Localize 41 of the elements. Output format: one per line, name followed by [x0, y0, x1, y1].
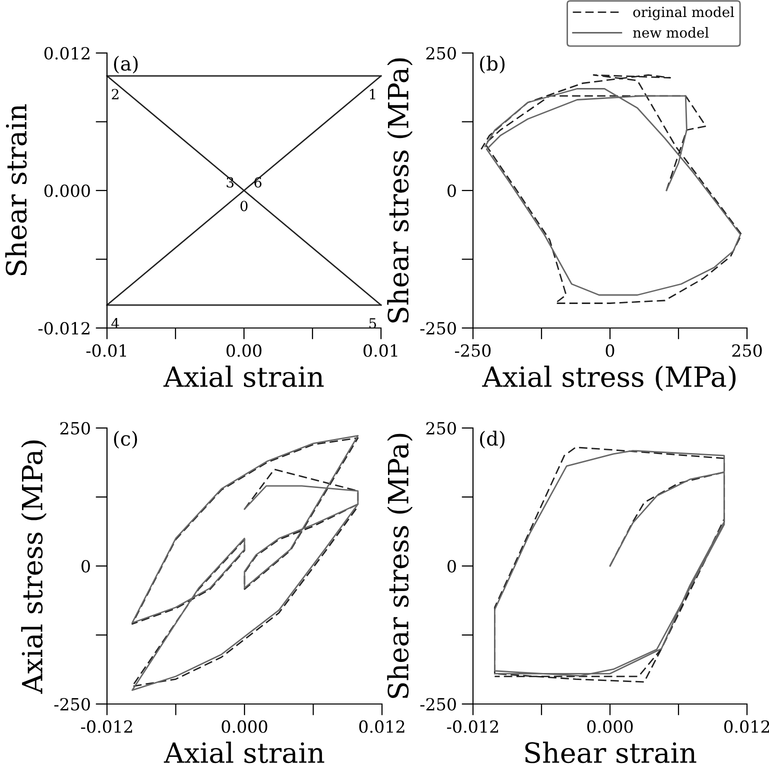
x-axis-title: Axial strain [163, 366, 324, 388]
annotation: (b) [480, 56, 505, 74]
x-tick-label: 0 [606, 344, 614, 357]
x-tick-label: 0.000 [587, 720, 633, 733]
y-tick-label: 0.012 [44, 46, 90, 60]
y-tick-label: 0 [448, 560, 456, 573]
y-tick-label: 250 [426, 422, 456, 435]
y-axis-title: Shear strain [5, 104, 27, 276]
annotation: 3 [226, 177, 234, 188]
x-tick-label: 0.01 [364, 344, 398, 357]
y-axis-title: Shear stress (MPa) [387, 58, 413, 322]
x-tick-label: 0.012 [724, 720, 769, 733]
x-axis-title: Shear strain [525, 742, 696, 764]
y-tick-label: -250 [420, 322, 456, 335]
y-tick-label: -250 [420, 698, 456, 711]
legend-label: new model [633, 27, 709, 38]
y-tick-label: 250 [426, 46, 456, 60]
y-tick-label: 250 [60, 422, 90, 435]
x-tick-label: 250 [732, 344, 762, 357]
y-tick-label: 0 [448, 184, 456, 198]
x-tick-label: -0.012 [81, 720, 132, 733]
x-tick-label: -0.01 [86, 344, 126, 357]
x-tick-label: 0.000 [222, 720, 268, 733]
annotation: 0 [240, 200, 248, 212]
annotation: (d) [480, 430, 505, 449]
annotation: 1 [370, 88, 376, 100]
annotation: 6 [254, 177, 262, 188]
y-tick-label: -0.012 [38, 322, 90, 335]
y-tick-label: 0.000 [44, 184, 90, 198]
x-axis-title: Axial strain [164, 742, 324, 764]
y-tick-label: 0 [82, 560, 90, 573]
x-tick-label: 0.00 [226, 344, 262, 357]
y-axis-title: Shear stress (MPa) [387, 434, 413, 698]
legend-label: original model [633, 6, 734, 20]
annotation: (c) [114, 430, 138, 449]
x-tick-label: 0.012 [359, 720, 404, 733]
y-axis-title: Axial stress (MPa) [21, 440, 47, 694]
x-axis-title: Axial stress (MPa) [482, 366, 736, 392]
annotation: (a) [114, 56, 138, 74]
y-tick-label: -250 [54, 698, 90, 711]
annotation: 2 [112, 88, 118, 100]
